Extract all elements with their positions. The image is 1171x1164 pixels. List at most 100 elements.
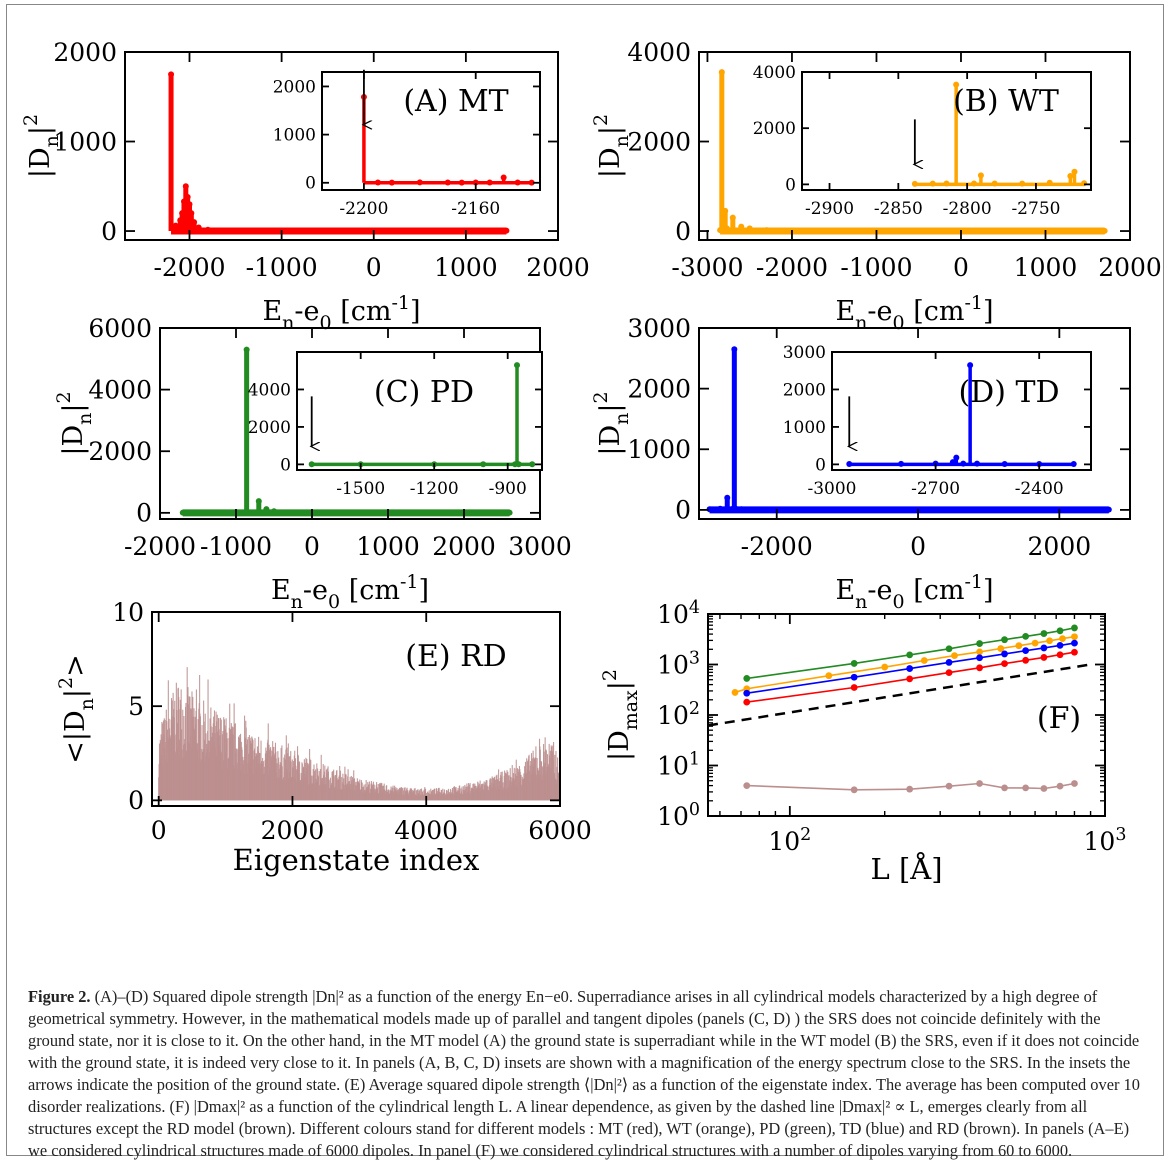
panel-b-series-point — [729, 214, 736, 221]
panel-d-inset: -3000 -2700 -2400 0 1000 2000 3000 — [783, 343, 1092, 499]
panel-a-series-point — [191, 219, 198, 226]
panel-a-inset-series-point — [500, 174, 507, 181]
x-tick-label: 0 — [304, 532, 320, 561]
panel-f-point-pd — [906, 651, 914, 659]
panel-c-inset: -1500 -1200 -900 0 2000 4000 — [248, 351, 543, 499]
panel-b-label: (B) WT — [953, 84, 1059, 119]
x-tick-label: -2000 — [756, 253, 828, 282]
panel-d: -2000 0 2000 0 1000 2000 3000 En-e0 [cm-1] |Dn|2… — [590, 314, 1131, 613]
panel-f-point-pd — [1022, 633, 1030, 640]
x-tick-label: -900 — [489, 479, 527, 499]
panel-b-inset-series-point — [1046, 179, 1053, 186]
y-tick-label: 0 — [675, 496, 691, 525]
panel-a-inset: -2200 -2160 0 1000 2000 — [273, 69, 541, 219]
y-tick-label: 1000 — [783, 418, 826, 438]
y-tick-label: 0 — [305, 174, 316, 194]
x-tick-label: 6000 — [528, 816, 592, 845]
panel-f-point-wt — [951, 652, 958, 660]
panel-f-point-td — [945, 659, 953, 666]
y-tick-label: 6000 — [88, 314, 152, 343]
y-tick-label: 2000 — [627, 374, 691, 403]
panel-c-inset-series-point — [308, 461, 315, 468]
panel-f-point-mt — [1071, 648, 1078, 656]
x-tick-label: 0 — [910, 532, 926, 561]
panel-f-point-td — [1022, 647, 1030, 655]
y-tick-label: 0 — [136, 499, 152, 528]
y-tick-label: 3000 — [783, 343, 826, 363]
panel-f: 102 103 100 101 102 103 104 L [Å] |Dmax|2 (F) — [599, 598, 1126, 886]
y-tick-label: 101 — [657, 750, 700, 781]
panel-f-point-rd — [906, 785, 914, 793]
panel-f-point-td — [1056, 641, 1064, 649]
panel-f-point-mt — [743, 698, 751, 706]
panel-a-series-point — [172, 222, 179, 229]
panel-f-point-wt — [825, 672, 833, 680]
y-tick-label: 10 — [112, 598, 144, 627]
y-tick-label: 100 — [657, 800, 700, 831]
x-tick-label: 2000 — [261, 816, 325, 845]
y-tick-label: 103 — [657, 649, 700, 680]
panel-e: 0 2000 4000 6000 0 5 10 Eigenstate index <|Dn|2>… — [55, 598, 592, 877]
panel-d-inset-series-point — [1070, 461, 1077, 468]
x-tick-label: 102 — [768, 825, 811, 856]
y-tick-label: 2000 — [273, 77, 316, 97]
panel-a-xlabel: En-e0 [cm-1] — [262, 292, 420, 334]
figure-caption: Figure 2. (A)–(D) Squared dipole strengt… — [28, 986, 1146, 1162]
panel-f-point-rd — [1056, 782, 1064, 790]
panel-b-inset-series-point — [953, 81, 960, 88]
y-tick-label: 2000 — [248, 418, 291, 438]
panel-b-inset-series-point — [1081, 180, 1088, 187]
panel-d-inset-series-point — [974, 460, 981, 467]
panel-f-point-mt — [850, 684, 858, 691]
inset-background — [802, 72, 1091, 190]
panel-f-point-pd — [976, 640, 983, 647]
y-tick-label: 0 — [280, 455, 291, 475]
panel-d-inset-series-point — [953, 454, 960, 461]
x-tick-label: -1000 — [840, 253, 912, 282]
panel-a-ylabel: |Dn|2 — [20, 114, 63, 178]
x-tick-label: -2000 — [741, 532, 813, 561]
y-tick-label: 0 — [675, 217, 691, 246]
panel-f-series-pd — [746, 627, 1075, 680]
x-tick-label: -1000 — [246, 253, 318, 282]
y-tick-label: 2000 — [783, 380, 826, 400]
y-tick-label: 0 — [785, 175, 796, 195]
panel-f-point-pd — [945, 645, 953, 653]
y-tick-label: 3000 — [627, 314, 691, 343]
y-tick-label: 1000 — [273, 126, 316, 146]
x-tick-label: 0 — [953, 253, 969, 282]
y-tick-label: 4000 — [88, 375, 152, 404]
panel-a-inset-series-point — [374, 179, 381, 186]
panel-f-point-pd — [743, 675, 751, 682]
x-tick-label: 2000 — [1098, 253, 1162, 282]
panel-f-point-wt — [920, 657, 928, 664]
caption-label: Figure 2. — [28, 987, 91, 1006]
panel-f-point-pd — [1001, 636, 1008, 644]
y-tick-label: 2000 — [53, 38, 117, 67]
figure-frame — [6, 4, 1164, 1156]
panel-a-inset-series-point — [528, 179, 535, 186]
panel-b-inset-series-point — [977, 172, 984, 179]
panel-e-ylabel: <|Dn|2> — [55, 654, 98, 763]
panel-f-point-mt — [1001, 660, 1008, 668]
x-tick-label: -2160 — [451, 199, 500, 219]
x-tick-label: -1000 — [200, 532, 272, 561]
x-tick-label: 2000 — [432, 532, 496, 561]
x-tick-label: -2400 — [1015, 479, 1064, 499]
panel-c-ylabel: |Dn|2 — [53, 391, 96, 455]
panel-f-point-mt — [1022, 656, 1030, 664]
x-tick-label: -2900 — [805, 199, 854, 219]
panel-f-reference-line — [707, 663, 1091, 727]
panel-f-xlabel: L [Å] — [870, 851, 942, 886]
panel-d-inset-frame — [831, 351, 1092, 471]
panel-f-point-wt — [1059, 635, 1066, 643]
inset-background — [322, 72, 540, 190]
panel-f-point-wt — [731, 689, 739, 696]
panel-f-point-wt — [976, 648, 983, 656]
panel-f-point-rd — [1040, 785, 1048, 792]
panel-d-ylabel: |Dn|2 — [590, 391, 633, 455]
panel-a-inset-series-point — [458, 179, 465, 186]
y-tick-label: 1000 — [627, 435, 691, 464]
panel-f-point-mt — [1056, 651, 1064, 659]
panel-a-series-point — [168, 71, 175, 78]
